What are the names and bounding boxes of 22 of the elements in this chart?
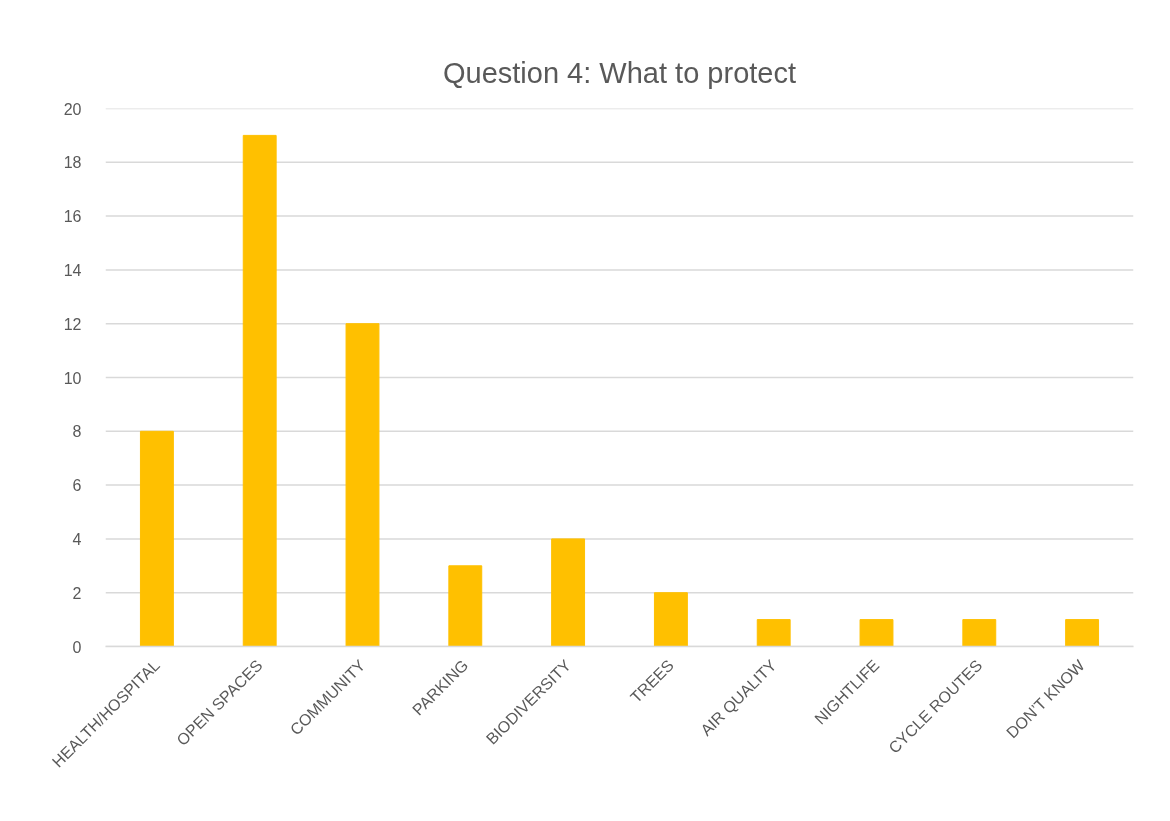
y-tick-label: 8 [72, 423, 82, 441]
bar [1065, 619, 1100, 647]
bar [962, 619, 997, 647]
bar [551, 538, 586, 647]
bar [859, 619, 894, 647]
y-tick-label: 18 [63, 154, 82, 172]
y-tick-label: 6 [72, 477, 82, 495]
y-tick-label: 2 [72, 584, 82, 602]
y-tick-label: 20 [63, 100, 82, 118]
bar [345, 323, 380, 647]
bar [653, 592, 688, 647]
y-tick-label: 4 [72, 530, 82, 548]
bar [139, 430, 174, 647]
bar [448, 565, 483, 647]
y-tick-label: 12 [63, 315, 82, 333]
bar [242, 134, 277, 647]
y-tick-label: 10 [63, 369, 82, 387]
bar [756, 619, 791, 647]
y-tick-label: 0 [72, 638, 82, 656]
y-tick-label: 14 [63, 261, 82, 279]
chart-title: Question 4: What to protect [442, 56, 797, 89]
y-tick-label: 16 [63, 208, 82, 226]
